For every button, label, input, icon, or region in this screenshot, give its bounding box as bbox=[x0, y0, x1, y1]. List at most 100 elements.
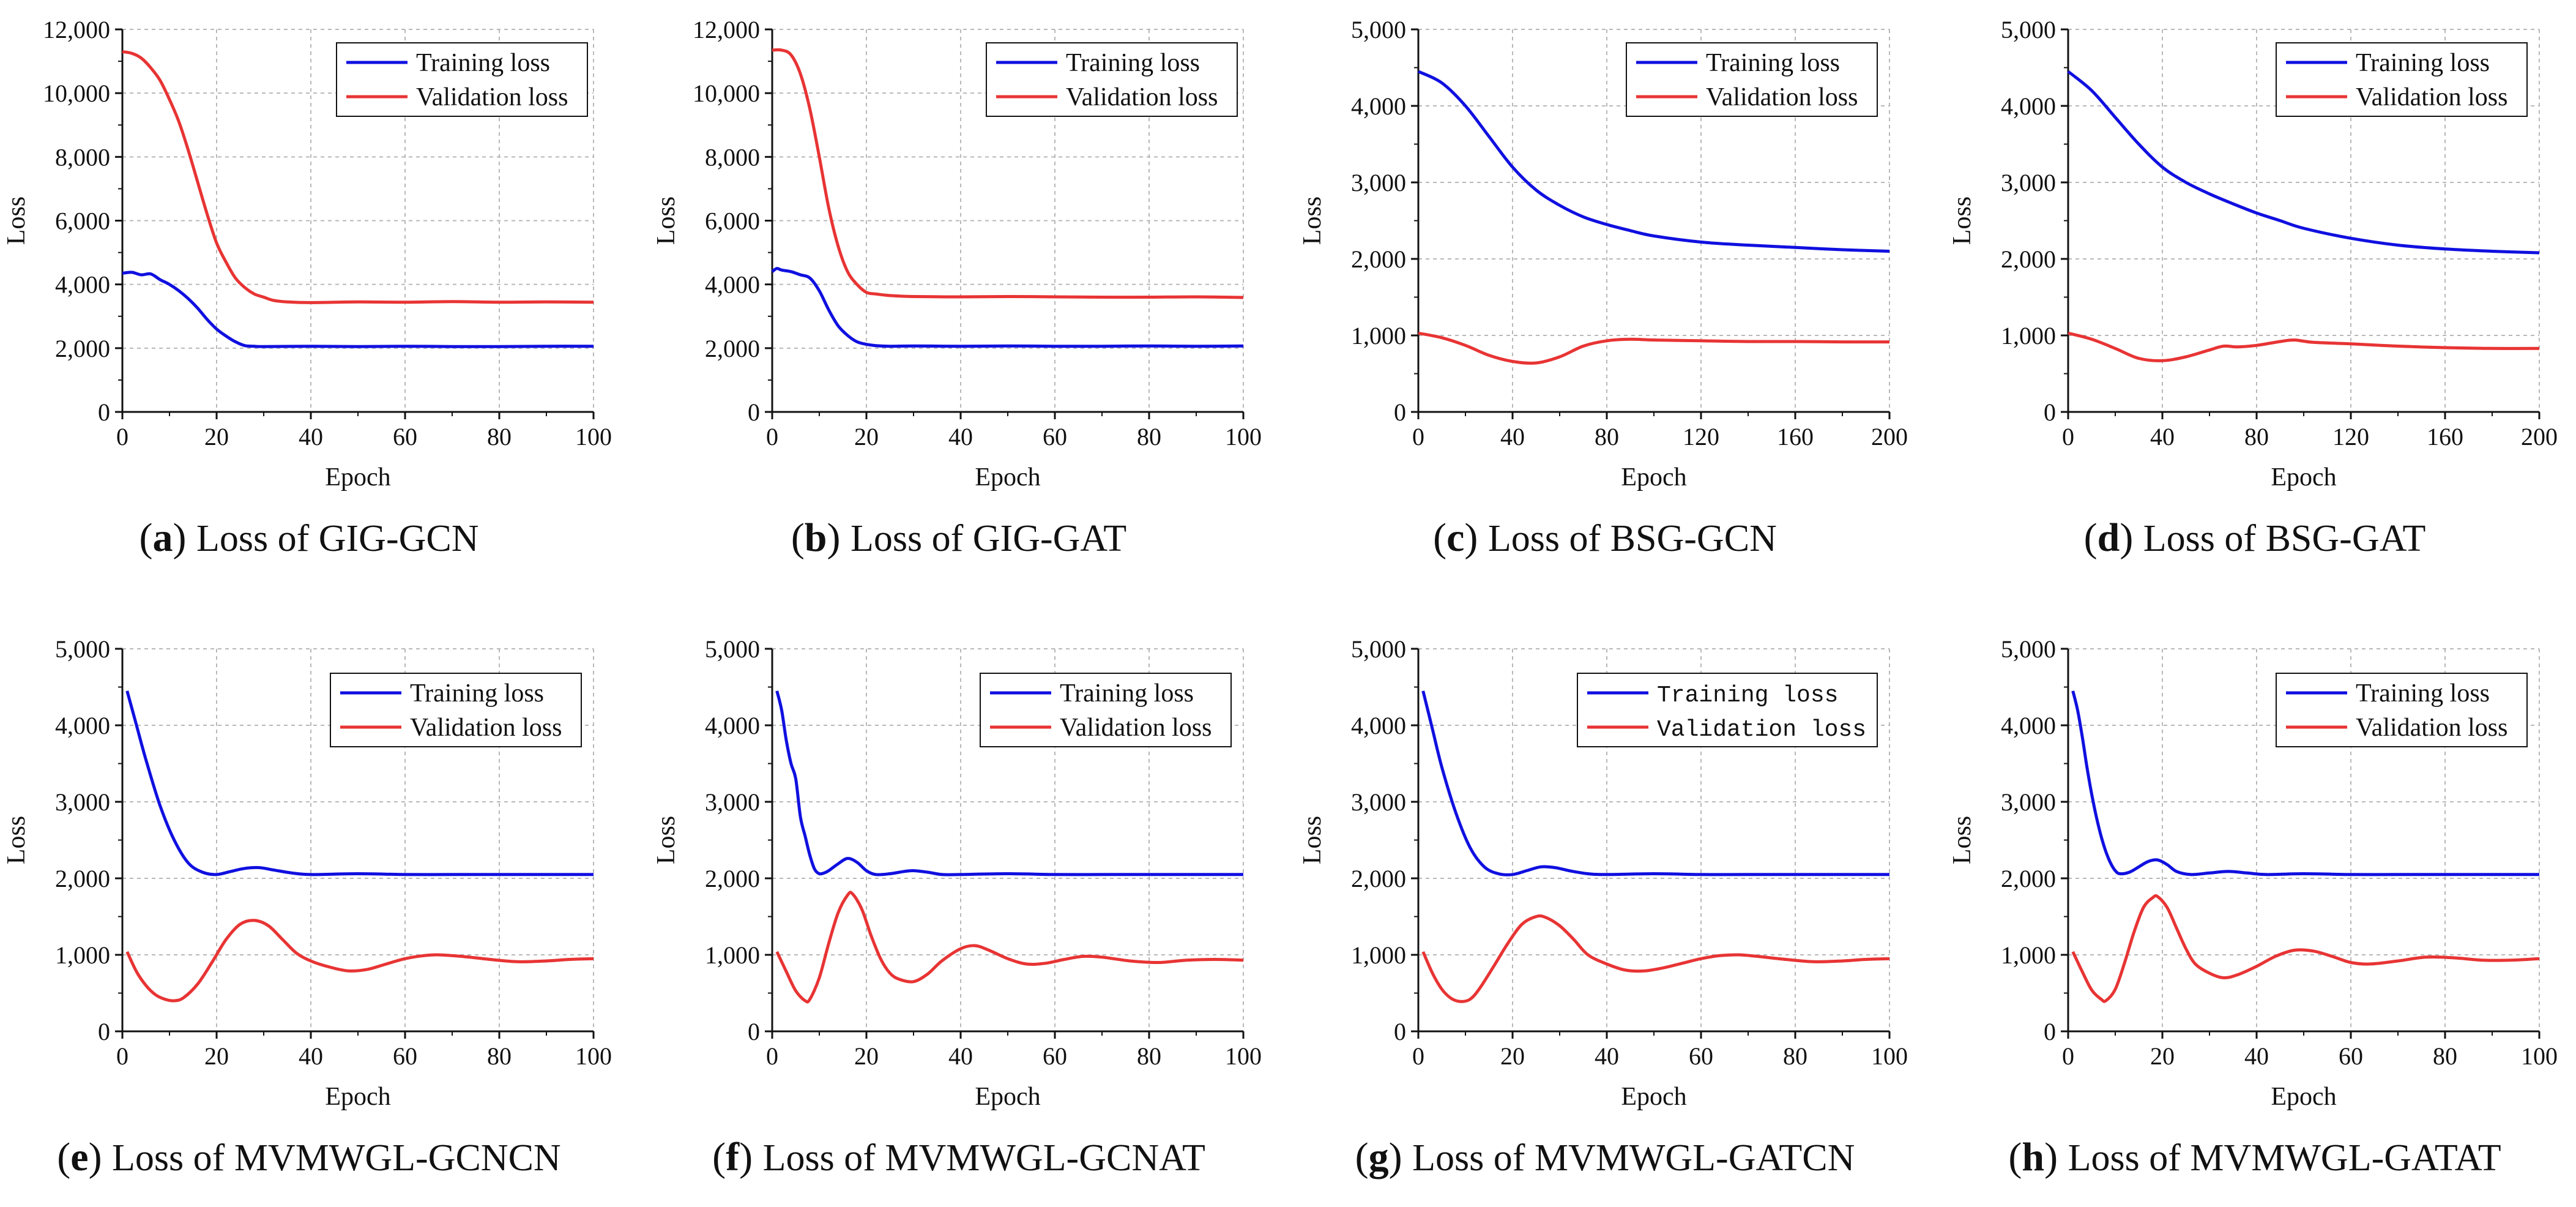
legend-training-label: Training loss bbox=[2356, 679, 2490, 708]
legend: Training loss Validation loss bbox=[980, 673, 1232, 747]
gridlines bbox=[772, 648, 1244, 1031]
legend-validation-label: Validation loss bbox=[1657, 717, 1866, 743]
y-tick-label: 4,000 bbox=[55, 712, 110, 739]
x-tick-label: 0 bbox=[766, 423, 778, 450]
chart-h: 0 20 40 60 80 100 0 1,000 2,000 3,000 4,000 5,000 Ep… bbox=[1948, 635, 2558, 1179]
y-axis-title: Loss bbox=[652, 196, 680, 245]
x-tick-label: 20 bbox=[1500, 1042, 1525, 1070]
legend-training-label: Training loss bbox=[1706, 49, 1840, 77]
caption-text: Loss of BSG-GCN bbox=[1488, 518, 1777, 559]
x-axis-title: Epoch bbox=[325, 1083, 390, 1111]
y-tick-label: 5,000 bbox=[2001, 16, 2056, 43]
y-tick-label: 2,000 bbox=[705, 865, 760, 892]
x-axis-title: Epoch bbox=[325, 463, 390, 491]
y-tick-label: 2,000 bbox=[705, 335, 760, 362]
legend-training-label: Training loss bbox=[2356, 49, 2490, 77]
y-tick-label: 2,000 bbox=[2001, 865, 2056, 892]
x-tick-label: 100 bbox=[575, 1042, 612, 1070]
gridlines bbox=[2068, 29, 2540, 412]
y-tick-label: 2,000 bbox=[2001, 245, 2056, 273]
y-tick-label: 2,000 bbox=[1351, 865, 1406, 892]
caption-letter: d bbox=[2098, 515, 2120, 560]
y-tick-label: 4,000 bbox=[1351, 92, 1406, 120]
training-loss-line bbox=[1417, 70, 1890, 253]
legend-validation-label: Validation loss bbox=[1066, 83, 1218, 111]
x-tick-label: 160 bbox=[2427, 423, 2463, 450]
caption-letter: f bbox=[726, 1135, 740, 1179]
caption-close-paren: ) bbox=[1464, 515, 1487, 560]
gridlines bbox=[1418, 29, 1890, 412]
legend: Training loss Validation loss bbox=[1577, 673, 1878, 747]
y-tick-label: 5,000 bbox=[1351, 16, 1406, 43]
x-tick-label: 80 bbox=[487, 423, 512, 450]
y-axis-title: Loss bbox=[1948, 816, 1976, 864]
x-tick-label: 40 bbox=[948, 423, 973, 450]
chart-e: 0 20 40 60 80 100 0 1,000 2,000 3,000 4,000 5,000 Ep… bbox=[2, 635, 612, 1179]
training-loss-line bbox=[122, 271, 594, 348]
y-tick-label: 0 bbox=[2044, 398, 2056, 426]
validation-loss-line bbox=[2071, 894, 2540, 1003]
caption-text: Loss of MVMWGL-GATCN bbox=[1412, 1137, 1855, 1179]
y-tick-label: 4,000 bbox=[705, 271, 760, 299]
caption-close-paren: ) bbox=[173, 515, 196, 560]
legend-training-label: Training loss bbox=[1060, 679, 1194, 708]
y-tick-label: 3,000 bbox=[1351, 788, 1406, 816]
y-tick-label: 2,000 bbox=[55, 335, 110, 362]
legend-validation-label: Validation loss bbox=[2356, 714, 2508, 742]
legend: Training loss Validation loss bbox=[330, 673, 582, 747]
caption-text: Loss of GIG-GCN bbox=[196, 518, 479, 559]
x-tick-label: 40 bbox=[2244, 1042, 2269, 1070]
x-tick-label: 200 bbox=[1871, 423, 1908, 450]
caption-open-paren: ( bbox=[2084, 515, 2098, 560]
training-loss-line bbox=[125, 690, 594, 876]
y-tick-label: 3,000 bbox=[2001, 788, 2056, 816]
x-tick-label: 120 bbox=[1683, 423, 1719, 450]
panel-caption: (c) Loss of BSG-GCN bbox=[1433, 515, 1777, 560]
panel-caption: (f) Loss of MVMWGL-GCNAT bbox=[712, 1135, 1205, 1179]
legend-validation-label: Validation loss bbox=[1060, 714, 1212, 742]
x-tick-label: 40 bbox=[1595, 1042, 1619, 1070]
x-tick-label: 80 bbox=[1595, 423, 1619, 450]
y-tick-label: 0 bbox=[1394, 1018, 1406, 1045]
caption-letter: c bbox=[1446, 515, 1464, 560]
x-axis-title: Epoch bbox=[2271, 1083, 2336, 1111]
y-tick-label: 5,000 bbox=[55, 635, 110, 663]
x-tick-label: 40 bbox=[299, 1042, 323, 1070]
y-axis-title: Loss bbox=[2, 816, 31, 864]
legend-box bbox=[2276, 42, 2528, 117]
legend-box bbox=[1577, 673, 1878, 747]
x-tick-label: 60 bbox=[2339, 1042, 2363, 1070]
x-tick-label: 0 bbox=[2062, 1042, 2074, 1070]
legend-validation-label: Validation loss bbox=[2356, 83, 2508, 111]
y-tick-label: 5,000 bbox=[705, 635, 760, 663]
x-axis-title: Epoch bbox=[975, 463, 1040, 491]
panel-caption: (b) Loss of GIG-GAT bbox=[791, 515, 1126, 560]
y-tick-label: 4,000 bbox=[2001, 92, 2056, 120]
caption-text: Loss of MVMWGL-GCNCN bbox=[112, 1137, 561, 1179]
y-tick-label: 2,000 bbox=[1351, 245, 1406, 273]
caption-open-paren: ( bbox=[2008, 1135, 2022, 1179]
x-axis-title: Epoch bbox=[1621, 463, 1686, 491]
x-tick-label: 60 bbox=[1043, 423, 1067, 450]
chart-f: 0 20 40 60 80 100 0 1,000 2,000 3,000 4,000 5,000 Ep… bbox=[652, 635, 1262, 1179]
y-tick-label: 1,000 bbox=[1351, 941, 1406, 969]
y-tick-label: 0 bbox=[98, 398, 110, 426]
y-tick-label: 3,000 bbox=[2001, 169, 2056, 196]
y-tick-label: 2,000 bbox=[55, 865, 110, 892]
y-axis-title: Loss bbox=[1948, 196, 1976, 245]
y-tick-label: 6,000 bbox=[705, 207, 760, 235]
y-tick-label: 5,000 bbox=[1351, 635, 1406, 663]
chart-d: 0 40 80 120 160 200 0 1,000 2,000 3,000 4,000 5,000… bbox=[1948, 16, 2558, 560]
y-tick-label: 12,000 bbox=[43, 16, 110, 43]
caption-close-paren: ) bbox=[1389, 1135, 1412, 1179]
caption-open-paren: ( bbox=[712, 1135, 726, 1179]
legend-validation-label: Validation loss bbox=[1706, 83, 1858, 111]
y-tick-label: 10,000 bbox=[693, 80, 760, 107]
legend-training-label: Training loss bbox=[1066, 49, 1200, 77]
x-tick-label: 0 bbox=[2062, 423, 2074, 450]
y-axis-title: Loss bbox=[652, 816, 680, 864]
y-tick-label: 1,000 bbox=[1351, 322, 1406, 349]
caption-open-paren: ( bbox=[57, 1135, 70, 1179]
panel-caption: (g) Loss of MVMWGL-GATCN bbox=[1355, 1135, 1855, 1179]
y-tick-label: 4,000 bbox=[1351, 712, 1406, 739]
